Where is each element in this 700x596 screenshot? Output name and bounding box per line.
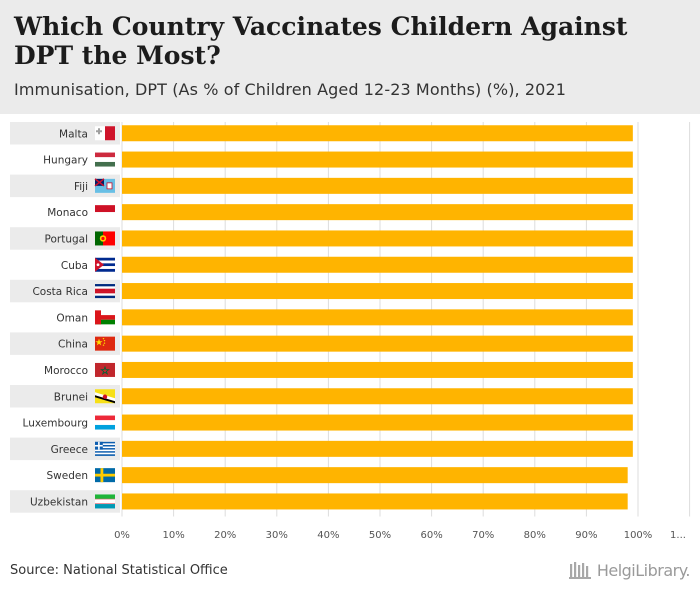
cuba-flag-icon — [95, 257, 115, 272]
x-tick-label: 10% — [162, 530, 184, 541]
bar-costa-rica[interactable] — [122, 283, 633, 300]
category-labels: Malta Hungary Fiji Monaco Portugal Cuba Costa … — [23, 128, 88, 508]
category-label: China — [58, 339, 88, 351]
bar-brunei[interactable] — [122, 388, 633, 405]
category-label: Malta — [59, 128, 88, 140]
row-band — [10, 385, 120, 408]
row-band — [10, 437, 120, 461]
bar-malta[interactable] — [122, 125, 633, 142]
monaco-flag-icon — [95, 205, 115, 220]
category-label: Costa Rica — [32, 286, 88, 298]
category-label: Monaco — [47, 207, 88, 219]
oman-flag-icon — [95, 310, 115, 325]
bar-cuba[interactable] — [122, 256, 633, 273]
bar-sweden[interactable] — [122, 467, 628, 484]
bar-oman[interactable] — [122, 309, 633, 326]
category-label: Greece — [51, 444, 88, 456]
morocco-flag-icon — [95, 362, 115, 377]
chart-title: Which Country Vaccinates Childern Agains… — [14, 12, 628, 70]
bar-portugal[interactable] — [122, 230, 633, 247]
luxembourg-flag-icon — [95, 415, 115, 430]
bar-greece[interactable] — [122, 440, 633, 457]
x-tick-label: 80% — [524, 530, 546, 541]
x-tick-label: 1... — [670, 530, 686, 541]
category-label: Fiji — [74, 181, 88, 193]
category-label: Cuba — [61, 260, 88, 272]
x-tick-label: 0% — [114, 530, 130, 541]
malta-flag-icon — [95, 126, 115, 141]
bar-chart: Malta Hungary Fiji Monaco Portugal Cuba Costa … — [10, 122, 691, 541]
category-label: Hungary — [43, 155, 88, 167]
country-flags — [94, 126, 115, 509]
chart-subtitle: Immunisation, DPT (As % of Children Aged… — [14, 80, 567, 99]
bar-morocco[interactable] — [122, 361, 633, 378]
x-tick-label: 40% — [317, 530, 339, 541]
library-columns-icon — [568, 562, 591, 579]
x-tick-label: 60% — [420, 530, 442, 541]
costa-rica-flag-icon — [95, 284, 115, 299]
category-label: Uzbekistan — [30, 496, 88, 508]
row-band — [10, 227, 120, 250]
x-tick-label: 20% — [214, 530, 236, 541]
category-label: Brunei — [54, 391, 88, 403]
row-band — [10, 122, 120, 145]
china-flag-icon — [95, 336, 115, 351]
row-bands — [10, 122, 120, 513]
bar-series — [122, 125, 633, 510]
x-tick-label: 50% — [369, 530, 391, 541]
category-label: Luxembourg — [23, 418, 88, 430]
category-label: Oman — [56, 312, 88, 324]
portugal-flag-icon — [95, 231, 115, 246]
category-label: Morocco — [44, 365, 88, 377]
row-band — [10, 174, 120, 198]
chart-header: Which Country Vaccinates Childern Agains… — [0, 0, 700, 114]
source-note: Source: National Statistical Office — [10, 563, 228, 578]
bar-monaco[interactable] — [122, 204, 633, 221]
bar-china[interactable] — [122, 335, 633, 352]
x-tick-label: 100% — [624, 530, 653, 541]
logo-text: HelgiLibrary. — [596, 560, 691, 580]
greece-flag-icon — [95, 441, 115, 456]
bar-uzbekistan[interactable] — [122, 493, 628, 510]
helgilibrary-logo[interactable]: HelgiLibrary. — [568, 560, 691, 580]
category-label: Sweden — [47, 470, 89, 482]
bar-luxembourg[interactable] — [122, 414, 633, 431]
hungary-flag-icon — [95, 152, 115, 167]
x-tick-label: 30% — [266, 530, 288, 541]
x-tick-label: 90% — [575, 530, 597, 541]
uzbekistan-flag-icon — [95, 494, 115, 509]
bar-hungary[interactable] — [122, 151, 633, 168]
row-band — [10, 279, 120, 303]
fiji-flag-icon — [94, 178, 115, 193]
x-axis-ticks: 0% 10% 20% 30% 40% 50% 60% 70% 80% 90% 100% 1... — [114, 530, 686, 541]
row-band — [10, 490, 120, 513]
category-label: Portugal — [45, 233, 89, 245]
sweden-flag-icon — [95, 468, 115, 483]
row-band — [10, 332, 120, 355]
brunei-flag-icon — [95, 389, 115, 404]
bar-fiji[interactable] — [122, 177, 633, 194]
x-tick-label: 70% — [472, 530, 494, 541]
